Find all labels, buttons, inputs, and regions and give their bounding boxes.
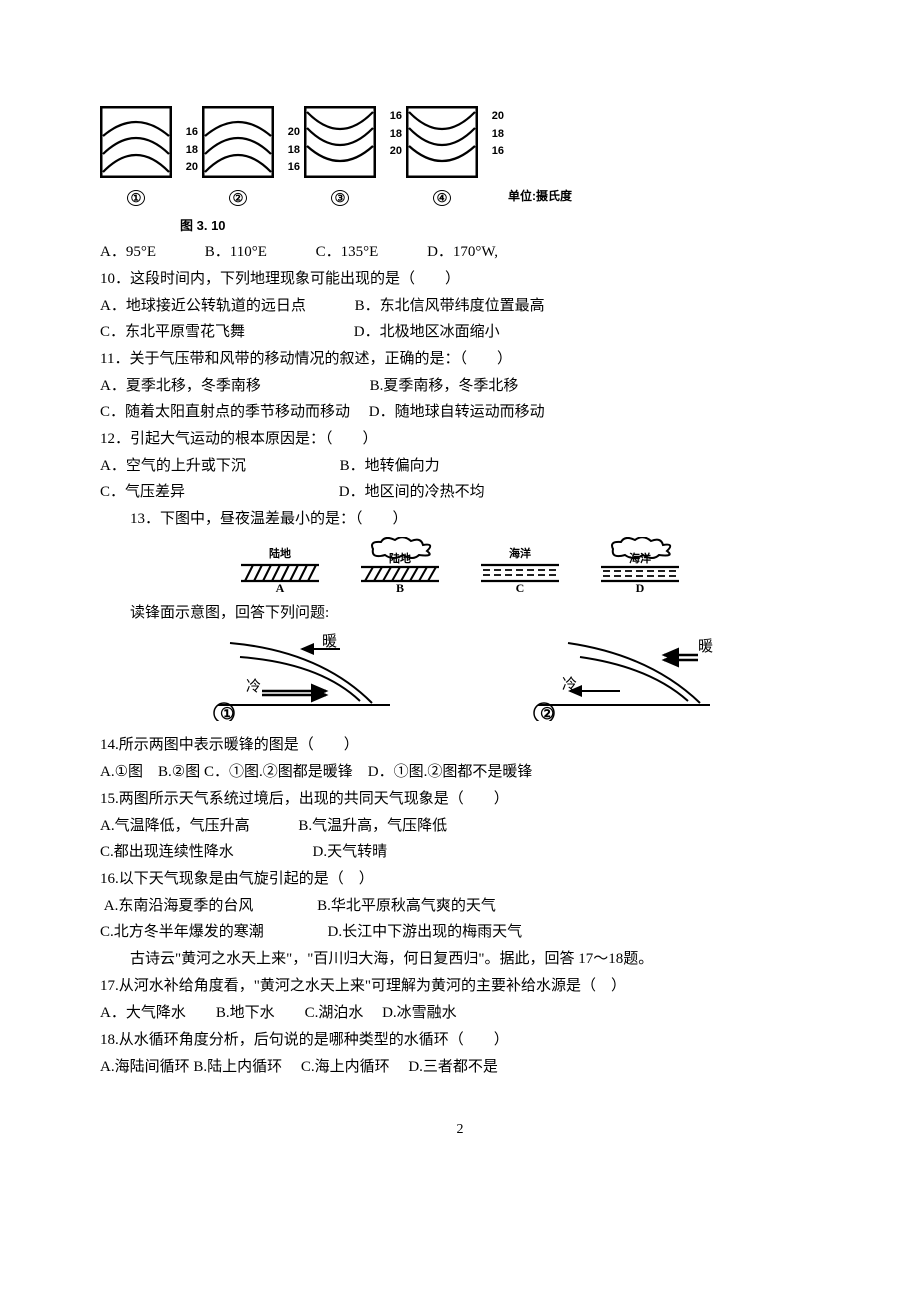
q15-a: A.气温降低，气压升高 bbox=[100, 818, 250, 834]
panel-id-2: ② bbox=[229, 190, 247, 206]
front-panel-2: 冷 暖 ② bbox=[520, 633, 720, 729]
q15-d: D.天气转晴 bbox=[313, 844, 388, 860]
front-intro: 读锋面示意图，回答下列问题: bbox=[100, 601, 820, 625]
svg-text:陆地: 陆地 bbox=[269, 546, 291, 560]
q16-c: C.北方冬半年爆发的寒潮 bbox=[100, 924, 264, 940]
panel2-lab2: 18 bbox=[288, 142, 300, 160]
q16-b: B.华北平原秋高气爽的天气 bbox=[317, 898, 496, 914]
fig-caption: 图 3. 10 bbox=[180, 216, 900, 237]
q9-options: A．95°E B．110°E C．135°E D．170°W, bbox=[100, 240, 820, 264]
q11-row2: C．随着太阳直射点的季节移动而移动 D．随地球自转运动而移动 bbox=[100, 400, 820, 424]
q18-stem: 18.从水循环角度分析，后句说的是哪种类型的水循环（ ） bbox=[100, 1028, 820, 1052]
q10-stem: 10．这段时间内，下列地理现象可能出现的是（ ） bbox=[100, 267, 820, 291]
figure-q13: 陆地 A 陆地 B bbox=[100, 537, 820, 595]
svg-text:陆地: 陆地 bbox=[389, 551, 411, 565]
panel1-lab2: 18 bbox=[186, 142, 198, 160]
q14-opts: A.①图 B.②图 C．①图.②图都是暖锋 D．①图.②图都不是暖锋 bbox=[100, 760, 820, 784]
q12-a: A．空气的上升或下沉 bbox=[100, 458, 246, 474]
svg-text:C: C bbox=[516, 581, 525, 593]
q10-row2: C．东北平原雪花飞舞 D．北极地区冰面缩小 bbox=[100, 320, 820, 344]
q10-c: C．东北平原雪花飞舞 bbox=[100, 324, 245, 340]
q13-item-b: 陆地 B bbox=[355, 537, 445, 595]
q10-d: D．北极地区冰面缩小 bbox=[354, 324, 500, 340]
q12-stem: 12．引起大气运动的根本原因是：（ ） bbox=[100, 427, 820, 451]
panel-id-4: ④ bbox=[433, 190, 451, 206]
figure-fronts: 冷 暖 ① 冷 暖 ② bbox=[100, 633, 820, 729]
panel2-lab3: 16 bbox=[288, 159, 300, 177]
panel4-lab3: 16 bbox=[492, 143, 504, 161]
panel3-lab1: 16 bbox=[390, 108, 402, 126]
q15-row1: A.气温降低，气压升高 B.气温升高，气压降低 bbox=[100, 814, 820, 838]
q11-row1: A．夏季北移，冬季南移 B.夏季南移，冬季北移 bbox=[100, 374, 820, 398]
q13-item-a: 陆地 A bbox=[235, 537, 325, 595]
panel-1: 16 18 20 bbox=[100, 106, 172, 178]
panel4-lab2: 18 bbox=[492, 126, 504, 144]
svg-text:海洋: 海洋 bbox=[629, 551, 651, 565]
q12-d: D．地区间的冷热不均 bbox=[339, 484, 485, 500]
q11-b: B.夏季南移，冬季北移 bbox=[370, 378, 519, 394]
svg-text:B: B bbox=[396, 581, 404, 593]
panel-id-1: ① bbox=[127, 190, 145, 206]
panel1-lab3: 20 bbox=[186, 159, 198, 177]
q12-row1: A．空气的上升或下沉 B．地转偏向力 bbox=[100, 454, 820, 478]
panel2-lab1: 20 bbox=[288, 124, 300, 142]
q10-row1: A．地球接近公转轨道的远日点 B．东北信风带纬度位置最高 bbox=[100, 294, 820, 318]
svg-text:海洋: 海洋 bbox=[509, 546, 531, 560]
svg-text:冷: 冷 bbox=[246, 678, 261, 695]
page-number: 2 bbox=[100, 1119, 820, 1141]
panel-id-3: ③ bbox=[331, 190, 349, 206]
q13-item-d: 海洋 D bbox=[595, 537, 685, 595]
q10-b: B．东北信风带纬度位置最高 bbox=[355, 298, 545, 314]
q16-a: A.东南沿海夏季的台风 bbox=[104, 898, 254, 914]
q12-c: C．气压差异 bbox=[100, 484, 185, 500]
q18-opts: A.海陆间循环 B.陆上内循环 C.海上内循环 D.三者都不是 bbox=[100, 1055, 820, 1079]
panel-2: 20 18 16 bbox=[202, 106, 274, 178]
panel-3: 16 18 20 bbox=[304, 106, 376, 178]
q12-b: B．地转偏向力 bbox=[340, 458, 440, 474]
q9-c: 135°E bbox=[341, 244, 379, 260]
panel-4: 20 18 16 bbox=[406, 106, 478, 178]
q15-stem: 15.两图所示天气系统过境后，出现的共同天气现象是（ ） bbox=[100, 787, 820, 811]
q17-stem: 17.从河水补给角度看，"黄河之水天上来"可理解为黄河的主要补给水源是（ ） bbox=[100, 974, 820, 998]
q9-d: 170°W, bbox=[453, 244, 498, 260]
q16-row1: A.东南沿海夏季的台风 B.华北平原秋高气爽的天气 bbox=[100, 894, 820, 918]
figure-3-10: 16 18 20 ① 20 18 16 ② bbox=[100, 106, 820, 210]
q12-row2: C．气压差异 D．地区间的冷热不均 bbox=[100, 480, 820, 504]
q10-a: A．地球接近公转轨道的远日点 bbox=[100, 298, 306, 314]
poem-intro: 古诗云"黄河之水天上来"，"百川归大海，何日复西归"。据此，回答 17～18题。 bbox=[100, 947, 820, 971]
q16-row2: C.北方冬半年爆发的寒潮 D.长江中下游出现的梅雨天气 bbox=[100, 920, 820, 944]
panel3-lab2: 18 bbox=[390, 126, 402, 144]
svg-text:冷: 冷 bbox=[562, 676, 577, 693]
q15-c: C.都出现连续性降水 bbox=[100, 844, 234, 860]
svg-text:暖: 暖 bbox=[698, 638, 713, 655]
q11-stem: 11．关于气压带和风带的移动情况的叙述，正确的是：（ ） bbox=[100, 347, 820, 371]
svg-text:D: D bbox=[636, 581, 645, 593]
panel3-lab3: 20 bbox=[390, 143, 402, 161]
q14-stem: 14.所示两图中表示暖锋的图是（ ） bbox=[100, 733, 820, 757]
q13-stem: 13．下图中，昼夜温差最小的是：（ ） bbox=[100, 507, 820, 531]
unit-label: 单位:摄氏度 bbox=[508, 187, 572, 206]
q9-a: 95°E bbox=[126, 244, 156, 260]
q16-stem: 16.以下天气现象是由气旋引起的是（ ） bbox=[100, 867, 820, 891]
panel1-lab1: 16 bbox=[186, 124, 198, 142]
q13-item-c: 海洋 C bbox=[475, 537, 565, 595]
front-panel-1: 冷 暖 ① bbox=[200, 633, 400, 729]
q15-row2: C.都出现连续性降水 D.天气转晴 bbox=[100, 840, 820, 864]
q16-d: D.长江中下游出现的梅雨天气 bbox=[328, 924, 523, 940]
q11-d: D．随地球自转运动而移动 bbox=[369, 404, 545, 420]
q15-b: B.气温升高，气压降低 bbox=[298, 818, 447, 834]
svg-text:暖: 暖 bbox=[322, 633, 337, 650]
q9-b: 110°E bbox=[230, 244, 267, 260]
q17-opts: A．大气降水 B.地下水 C.湖泊水 D.冰雪融水 bbox=[100, 1001, 820, 1025]
svg-text:A: A bbox=[276, 581, 285, 593]
q11-a: A．夏季北移，冬季南移 bbox=[100, 378, 261, 394]
panel4-lab1: 20 bbox=[492, 108, 504, 126]
q11-c: C．随着太阳直射点的季节移动而移动 bbox=[100, 404, 350, 420]
